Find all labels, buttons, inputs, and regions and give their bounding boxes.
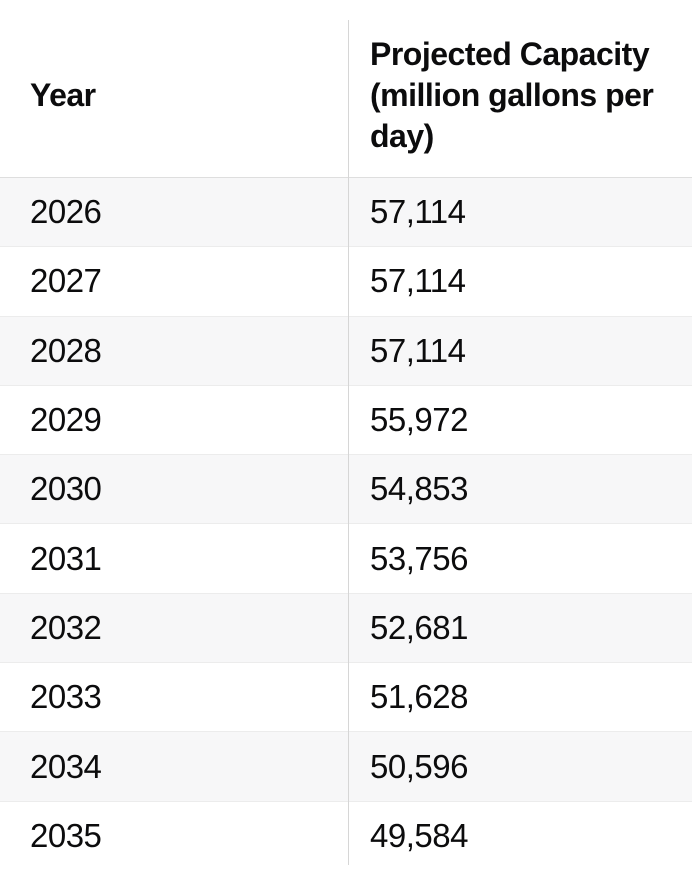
table-row: 2033 51,628	[0, 663, 692, 733]
year-cell: 2027	[0, 247, 348, 315]
year-value: 2034	[30, 747, 102, 785]
table-row: 2027 57,114	[0, 247, 692, 317]
capacity-value: 57,114	[370, 331, 466, 369]
year-cell: 2030	[0, 455, 348, 523]
column-header-year: Year	[0, 0, 348, 177]
capacity-cell: 57,114	[348, 247, 692, 315]
column-header-year-label: Year	[30, 77, 96, 113]
table-row: 2026 57,114	[0, 178, 692, 248]
year-value: 2035	[30, 817, 102, 855]
table-row: 2035 49,584	[0, 801, 692, 871]
capacity-value: 54,853	[370, 470, 468, 508]
capacity-value: 55,972	[370, 401, 468, 439]
table-header-row: Year Projected Capacity (million gallons…	[0, 0, 692, 178]
capacity-value: 52,681	[370, 608, 468, 646]
capacity-cell: 50,596	[348, 732, 692, 800]
capacity-cell: 55,972	[348, 386, 692, 454]
year-value: 2028	[30, 331, 102, 369]
capacity-cell: 53,756	[348, 524, 692, 592]
capacity-cell: 57,114	[348, 317, 692, 385]
capacity-header-line-1: Projected Capacity	[370, 36, 650, 72]
capacity-value: 57,114	[370, 193, 466, 231]
year-value: 2033	[30, 678, 102, 716]
table-row: 2031 53,756	[0, 524, 692, 594]
year-value: 2030	[30, 470, 102, 508]
capacity-cell: 57,114	[348, 178, 692, 246]
capacity-value: 49,584	[370, 817, 468, 855]
table-row: 2030 54,853	[0, 455, 692, 525]
year-cell: 2028	[0, 317, 348, 385]
table-row: 2032 52,681	[0, 593, 692, 664]
capacity-value: 57,114	[370, 262, 466, 300]
capacity-value: 50,596	[370, 747, 468, 785]
table-row: 2028 57,114	[0, 316, 692, 386]
capacity-header-line-3: day)	[370, 118, 434, 154]
year-cell: 2026	[0, 178, 348, 246]
column-header-capacity: Projected Capacity (million gallons per …	[348, 0, 692, 177]
capacity-header-line-2: (million gallons per	[370, 77, 654, 113]
table-row: 2029 55,972	[0, 385, 692, 456]
capacity-value: 51,628	[370, 678, 468, 716]
capacity-cell: 52,681	[348, 594, 692, 662]
year-value: 2026	[30, 193, 102, 231]
year-value: 2027	[30, 262, 102, 300]
capacity-cell: 49,584	[348, 802, 692, 871]
year-value: 2032	[30, 608, 102, 646]
year-cell: 2033	[0, 663, 348, 731]
column-header-capacity-label: Projected Capacity (million gallons per …	[370, 34, 654, 157]
year-cell: 2034	[0, 732, 348, 800]
year-cell: 2029	[0, 386, 348, 454]
capacity-cell: 51,628	[348, 663, 692, 731]
year-cell: 2035	[0, 802, 348, 871]
table-row: 2034 50,596	[0, 732, 692, 802]
year-cell: 2032	[0, 594, 348, 662]
capacity-value: 53,756	[370, 539, 468, 577]
table-body: 2026 57,114 2027 57,114 2028 57,114 2029…	[0, 178, 692, 871]
year-value: 2031	[30, 539, 102, 577]
year-cell: 2031	[0, 524, 348, 592]
year-value: 2029	[30, 401, 102, 439]
capacity-cell: 54,853	[348, 455, 692, 523]
